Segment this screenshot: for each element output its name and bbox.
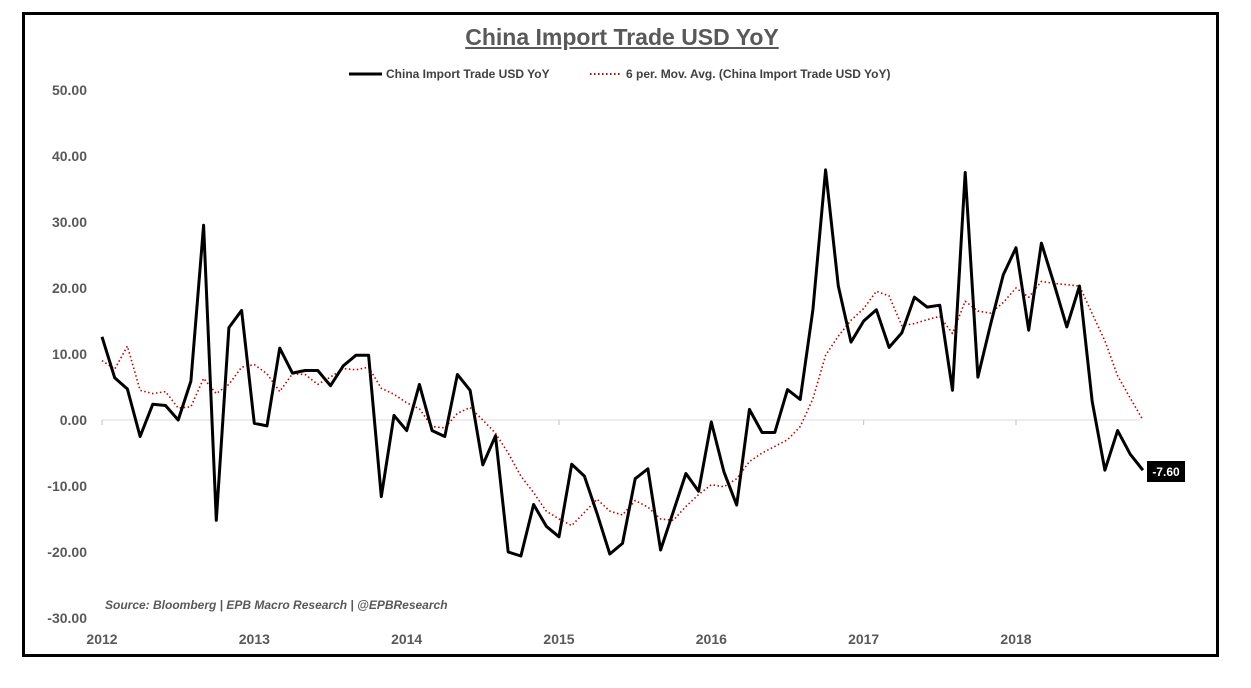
source-note: Source: Bloomberg | EPB Macro Research |… (105, 598, 448, 612)
x-axis: 2012 2013 2014 2015 2016 2017 2018 (86, 419, 1140, 647)
series-group (100, 168, 1145, 558)
y-tick-label: 20.00 (52, 280, 87, 296)
y-tick-label: -30.00 (47, 610, 87, 626)
x-tick-label: 2015 (543, 631, 574, 647)
x-tick-label: 2012 (86, 631, 117, 647)
chart-frame (22, 12, 1219, 657)
y-tick-label: 40.00 (52, 148, 87, 164)
x-tick-label: 2018 (1000, 631, 1031, 647)
legend: China Import Trade USD YoY 6 per. Mov. A… (349, 67, 891, 81)
last-value-box (1147, 461, 1185, 482)
y-axis: 50.00 40.00 30.00 20.00 10.00 0.00 -10.00 -20.0… (47, 82, 87, 626)
x-tick-label: 2016 (696, 631, 727, 647)
moving-average-line (101, 280, 1144, 527)
x-tick-label: 2013 (239, 631, 270, 647)
x-tick-label: 2014 (391, 631, 422, 647)
legend-label-mavg: 6 per. Mov. Avg. (China Import Trade USD… (626, 67, 891, 81)
chart-title: China Import Trade USD YoY (465, 24, 779, 50)
y-tick-label: 30.00 (52, 214, 87, 230)
y-tick-label: -20.00 (47, 544, 87, 560)
last-value-callout: -7.60 (1147, 461, 1185, 482)
x-tick-label: 2017 (848, 631, 879, 647)
y-tick-label: 50.00 (52, 82, 87, 98)
y-tick-label: 10.00 (52, 346, 87, 362)
y-tick-label: -10.00 (47, 478, 87, 494)
last-value-label: -7.60 (1152, 465, 1180, 479)
y-tick-label: 0.00 (60, 412, 87, 428)
import-trade-line (100, 168, 1145, 558)
legend-label-import: China Import Trade USD YoY (386, 67, 550, 81)
